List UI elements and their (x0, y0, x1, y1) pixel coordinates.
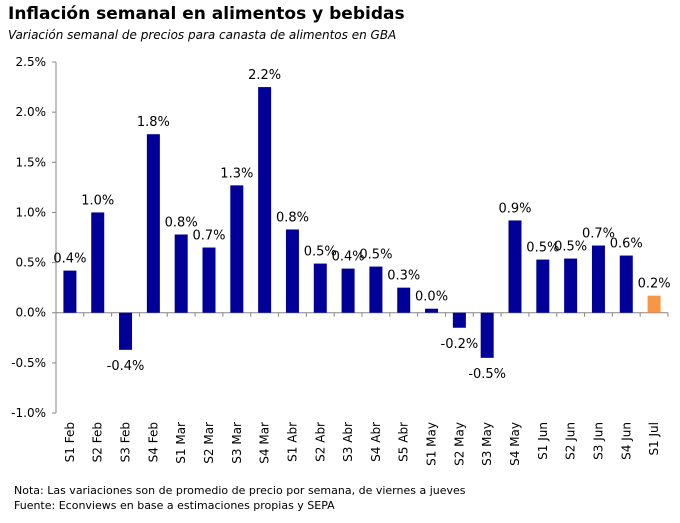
bar (619, 255, 633, 313)
bar (397, 287, 411, 313)
data-label: 0.5% (359, 248, 392, 263)
y-tick-label: 0.0% (16, 306, 47, 320)
y-tick-label: 1.5% (16, 155, 47, 169)
data-label: 1.8% (137, 115, 170, 130)
bar (230, 185, 244, 313)
x-tick-label: S4 Feb (146, 422, 160, 462)
x-tick-label: S1 Mar (174, 422, 188, 464)
y-tick-label: 1.0% (16, 205, 47, 219)
x-tick-label: S1 May (425, 422, 439, 466)
x-tick-label: S2 May (452, 422, 466, 466)
x-tick-label: S3 Abr (341, 422, 355, 462)
x-tick-label: S2 Feb (91, 422, 105, 462)
data-label: 0.2% (638, 277, 671, 292)
chart-title: Inflación semanal en alimentos y bebidas (8, 4, 405, 24)
data-label: 0.4% (332, 250, 365, 265)
data-label: -0.5% (468, 367, 506, 382)
data-label: 0.3% (387, 269, 420, 284)
x-tick-label: S2 Mar (202, 422, 216, 464)
bar (174, 234, 188, 313)
data-label: 1.0% (81, 193, 114, 208)
data-label: 0.5% (554, 240, 587, 255)
y-tick-label: 2.0% (16, 105, 47, 119)
x-tick-label: S1 Abr (285, 422, 299, 462)
data-label: 0.5% (304, 245, 337, 260)
bar (425, 308, 439, 313)
data-label: 2.2% (248, 68, 281, 83)
data-label: 0.8% (165, 215, 198, 230)
bar (258, 87, 272, 313)
x-tick-label: S1 Feb (63, 422, 77, 462)
x-tick-label: S4 May (508, 422, 522, 466)
data-label: 0.4% (53, 252, 86, 267)
bar (508, 220, 522, 313)
data-label: -0.2% (441, 337, 479, 352)
bar (146, 134, 160, 313)
data-label: 0.9% (498, 201, 531, 216)
data-label: 0.7% (582, 227, 615, 242)
bar (591, 245, 605, 313)
y-tick-label: 0.5% (16, 256, 47, 270)
y-tick-label: 2.5% (16, 55, 47, 69)
bar (536, 259, 550, 313)
x-tick-label: S2 Abr (313, 422, 327, 462)
bar (452, 312, 466, 328)
x-tick-label: S4 Jun (619, 422, 633, 460)
bar (647, 295, 661, 313)
data-label: 0.0% (415, 290, 448, 305)
x-tick-label: S3 Jun (591, 422, 605, 460)
bar (63, 270, 77, 313)
data-label: 0.5% (526, 241, 559, 256)
x-tick-label: S4 Abr (369, 422, 383, 462)
x-tick-label: S5 Abr (397, 422, 411, 462)
y-tick-label: -0.5% (11, 356, 46, 370)
data-label: -0.4% (107, 359, 145, 374)
bar (285, 229, 299, 313)
bar (202, 247, 216, 313)
bar (369, 266, 383, 313)
footnotes: Nota: Las variaciones son de promedio de… (14, 483, 466, 513)
x-tick-label: S3 Feb (119, 422, 133, 462)
bar (119, 312, 133, 350)
bar (480, 312, 494, 358)
bar-chart: -1.0% -0.5% 0.0% 0.5% 1.0% 1.5% 2.0% 2.5% 0.4% S1… (11, 55, 671, 466)
x-tick-label: S1 Jun (536, 422, 550, 460)
bar (564, 258, 578, 313)
bar (341, 268, 355, 313)
x-tick-label: S3 Mar (230, 422, 244, 464)
bar (313, 263, 327, 313)
x-tick-label: S1 Jul (647, 422, 661, 456)
data-label: 1.3% (220, 166, 253, 181)
x-tick-label: S2 Jun (564, 422, 578, 460)
chart-subtitle: Variación semanal de precios para canast… (8, 28, 397, 42)
source-text: Fuente: Econviews en base a estimaciones… (14, 499, 335, 512)
x-tick-label: S4 Mar (258, 422, 272, 464)
data-label: 0.6% (610, 237, 643, 252)
data-label: 0.7% (192, 229, 225, 244)
bar (91, 212, 105, 313)
data-label: 0.8% (276, 210, 309, 225)
note-text: Nota: Las variaciones son de promedio de… (14, 484, 466, 497)
x-tick-label: S3 May (480, 422, 494, 466)
y-tick-label: -1.0% (11, 406, 46, 420)
